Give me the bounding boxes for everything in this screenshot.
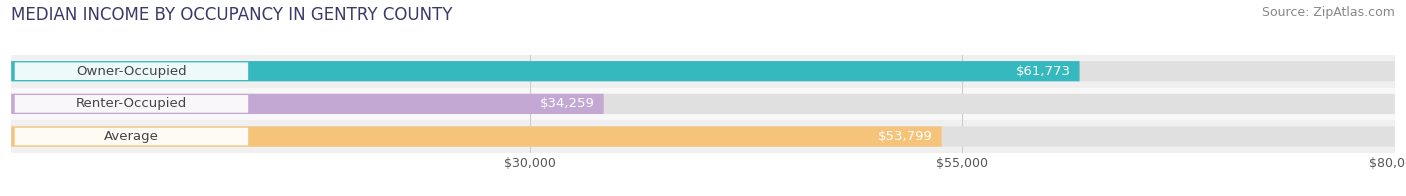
FancyBboxPatch shape [14,95,249,113]
Text: Renter-Occupied: Renter-Occupied [76,97,187,110]
FancyBboxPatch shape [14,128,249,145]
Text: Source: ZipAtlas.com: Source: ZipAtlas.com [1261,6,1395,19]
FancyBboxPatch shape [11,126,942,147]
Bar [11,88,1395,120]
Text: MEDIAN INCOME BY OCCUPANCY IN GENTRY COUNTY: MEDIAN INCOME BY OCCUPANCY IN GENTRY COU… [11,6,453,24]
Text: Owner-Occupied: Owner-Occupied [76,65,187,78]
FancyBboxPatch shape [11,61,1395,81]
Text: $34,259: $34,259 [540,97,595,110]
FancyBboxPatch shape [14,62,249,80]
Bar [11,120,1395,153]
Bar [11,55,1395,88]
FancyBboxPatch shape [11,94,1395,114]
FancyBboxPatch shape [11,61,1080,81]
Text: $53,799: $53,799 [879,130,934,143]
Text: Average: Average [104,130,159,143]
Text: $61,773: $61,773 [1017,65,1071,78]
FancyBboxPatch shape [11,126,1395,147]
FancyBboxPatch shape [11,94,603,114]
